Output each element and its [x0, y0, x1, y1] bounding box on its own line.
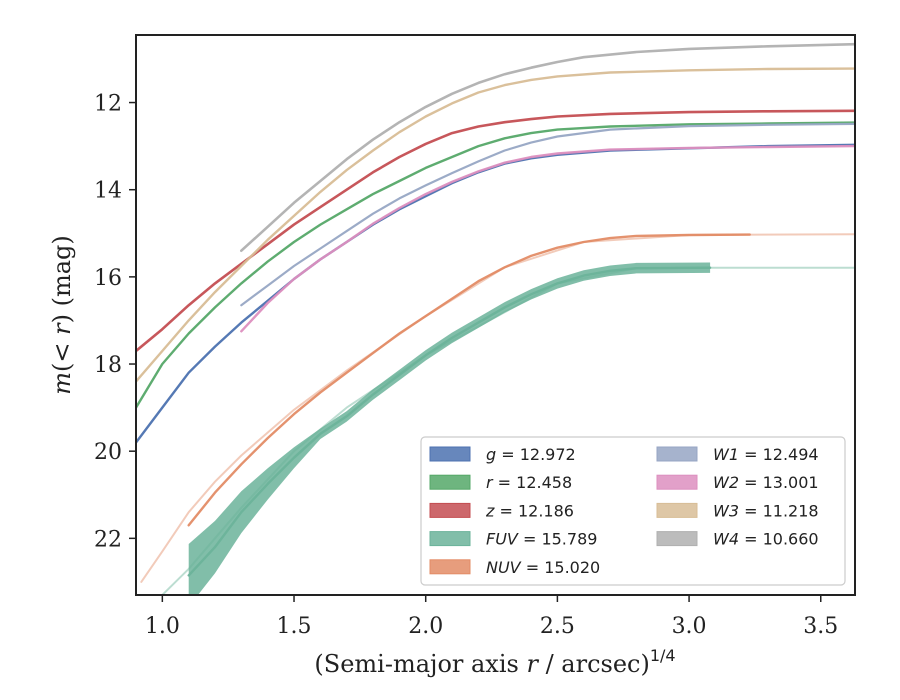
legend-label-W2: W2 = 13.001 [713, 473, 819, 492]
legend-label-W3: W3 = 11.218 [713, 501, 819, 520]
legend-label-W1: W1 = 12.494 [713, 445, 819, 464]
y-tick-label: 22 [94, 527, 122, 552]
series-line-NUV-faint [140, 233, 855, 583]
x-tick-label: 2.0 [408, 614, 443, 639]
x-tick-label: 3.0 [672, 614, 707, 639]
legend-label-NUV: NUV = 15.020 [486, 558, 600, 577]
legend-label-W4: W4 = 10.660 [713, 530, 819, 549]
series-line-FUV [187, 266, 712, 577]
series-line-W4 [240, 42, 855, 252]
y-tick-label: 14 [94, 179, 122, 204]
y-axis-label: m(< r) (mag) [48, 235, 76, 395]
legend-swatch-r [429, 474, 471, 490]
y-tick-label: 18 [94, 353, 122, 378]
legend: g = 12.972 r = 12.458 z = 12.186 FUV = 15.7… [420, 436, 846, 586]
legend-swatch-g [429, 446, 471, 462]
series-line-z [136, 109, 855, 353]
series-line-W2 [240, 144, 855, 333]
legend-label-FUV: FUV = 15.789 [486, 530, 597, 549]
legend-swatch-W4 [656, 531, 698, 547]
legend-swatch-FUV [429, 531, 471, 547]
legend-swatch-W1 [656, 446, 698, 462]
series-line-W3 [136, 67, 855, 383]
y-tick-label: 12 [94, 92, 122, 117]
y-tick-label: 16 [94, 266, 122, 291]
series-line-W1 [240, 122, 855, 307]
series-line-r [136, 121, 855, 409]
y-axis: 12 14 16 18 20 22 [94, 92, 136, 552]
legend-box [420, 436, 846, 586]
legend-label-g: g = 12.972 [486, 445, 576, 464]
series-layer [136, 42, 855, 595]
legend-label-z: z = 12.186 [485, 501, 574, 520]
y-tick-label: 20 [94, 440, 122, 465]
plot-frame [135, 34, 856, 596]
legend-swatch-W2 [656, 474, 698, 490]
x-tick-label: 3.5 [803, 614, 838, 639]
x-tick-label: 2.5 [540, 614, 575, 639]
series-line-FUV-faint [161, 266, 855, 595]
legend-label-r: r = 12.458 [486, 473, 572, 492]
legend-swatch-W3 [656, 502, 698, 518]
x-axis-label: (Semi-major axis r / arcsec)1/4 [314, 646, 675, 678]
series-line-NUV [187, 233, 751, 527]
x-tick-label: 1.5 [277, 614, 312, 639]
legend-swatch-z [429, 502, 471, 518]
x-tick-label: 1.0 [145, 614, 180, 639]
x-axis: 1.0 1.5 2.0 2.5 3.0 3.5 [145, 595, 838, 639]
legend-swatch-NUV [429, 559, 471, 575]
